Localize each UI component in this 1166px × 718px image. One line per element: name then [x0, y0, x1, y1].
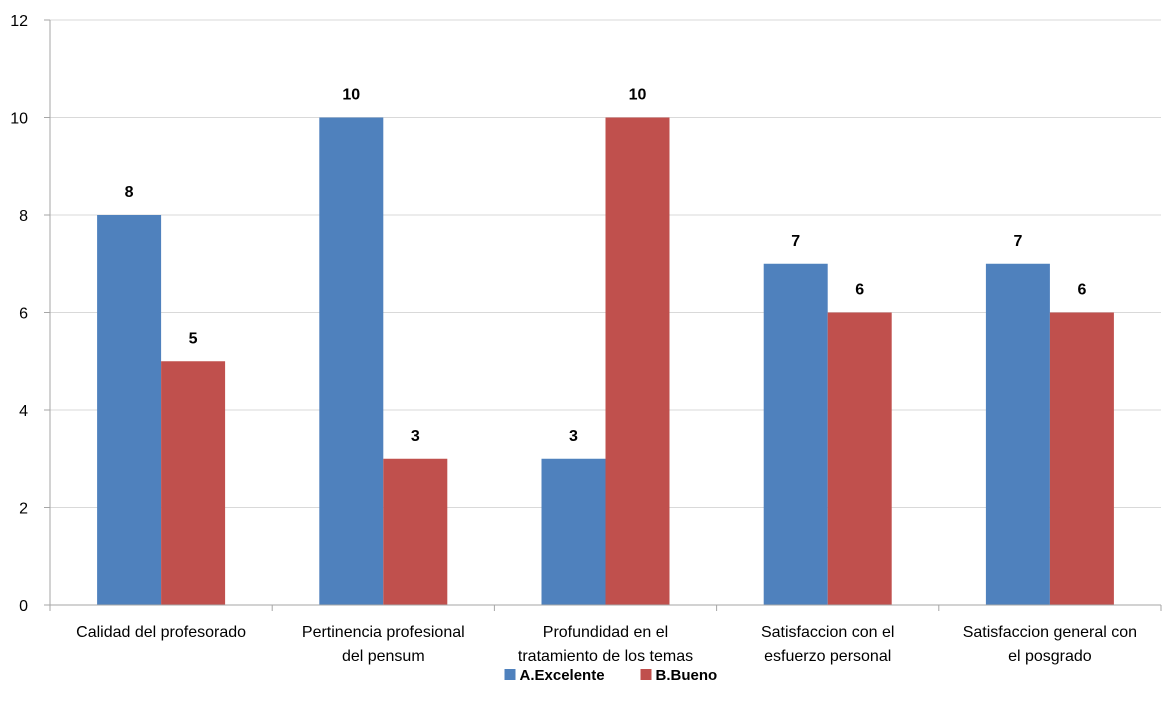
- y-tick-label: 10: [10, 111, 28, 128]
- bar-excelente: [763, 263, 828, 605]
- data-labels: 8 5 10 3 3 10 7 6 7 6: [125, 87, 1087, 445]
- category-label: Pertinencia profesional del pensum: [302, 624, 465, 665]
- y-tick-label: 2: [19, 501, 28, 518]
- bar-bueno: [383, 458, 448, 605]
- legend-label: A.Excelente: [520, 667, 605, 684]
- y-tick-label: 6: [19, 306, 28, 323]
- data-label: 3: [569, 428, 578, 445]
- bar-bueno: [1049, 312, 1114, 605]
- data-label: 10: [629, 87, 647, 104]
- category-label: Profundidad en el tratamiento de los tema…: [518, 624, 693, 665]
- category-labels: Calidad del profesorado Pertinencia profe…: [76, 624, 1137, 665]
- category-label: Satisfaccion con el esfuerzo personal: [761, 624, 894, 665]
- data-label: 7: [1013, 233, 1022, 250]
- bar-bueno: [605, 117, 670, 605]
- data-label: 10: [342, 87, 360, 104]
- data-label: 6: [1077, 282, 1086, 299]
- bars: [97, 117, 1114, 605]
- bar-bueno: [827, 312, 892, 605]
- y-tick-label: 12: [10, 13, 28, 30]
- bar-excelente: [985, 263, 1050, 605]
- y-tick-label: 0: [19, 598, 28, 615]
- legend-label: B.Bueno: [656, 667, 718, 684]
- data-label: 8: [125, 184, 134, 201]
- bar-excelente: [541, 458, 606, 605]
- y-axis-ticks: 0 2 4 6 8 10 12: [10, 13, 28, 615]
- y-tick-label: 8: [19, 208, 28, 225]
- category-label: Satisfaccion general con el posgrado: [963, 624, 1137, 665]
- category-label: Calidad del profesorado: [76, 624, 246, 641]
- legend-swatch: [504, 669, 516, 680]
- legend-swatch: [640, 669, 652, 680]
- data-label: 3: [411, 428, 420, 445]
- data-label: 7: [791, 233, 800, 250]
- bar-bueno: [161, 361, 226, 605]
- data-label: 5: [189, 330, 198, 347]
- bar-excelente: [97, 215, 162, 605]
- legend: A.Excelente B.Bueno: [504, 667, 718, 684]
- axes: [44, 19, 1162, 611]
- data-label: 6: [855, 282, 864, 299]
- bar-excelente: [319, 117, 384, 605]
- y-tick-label: 4: [19, 403, 28, 420]
